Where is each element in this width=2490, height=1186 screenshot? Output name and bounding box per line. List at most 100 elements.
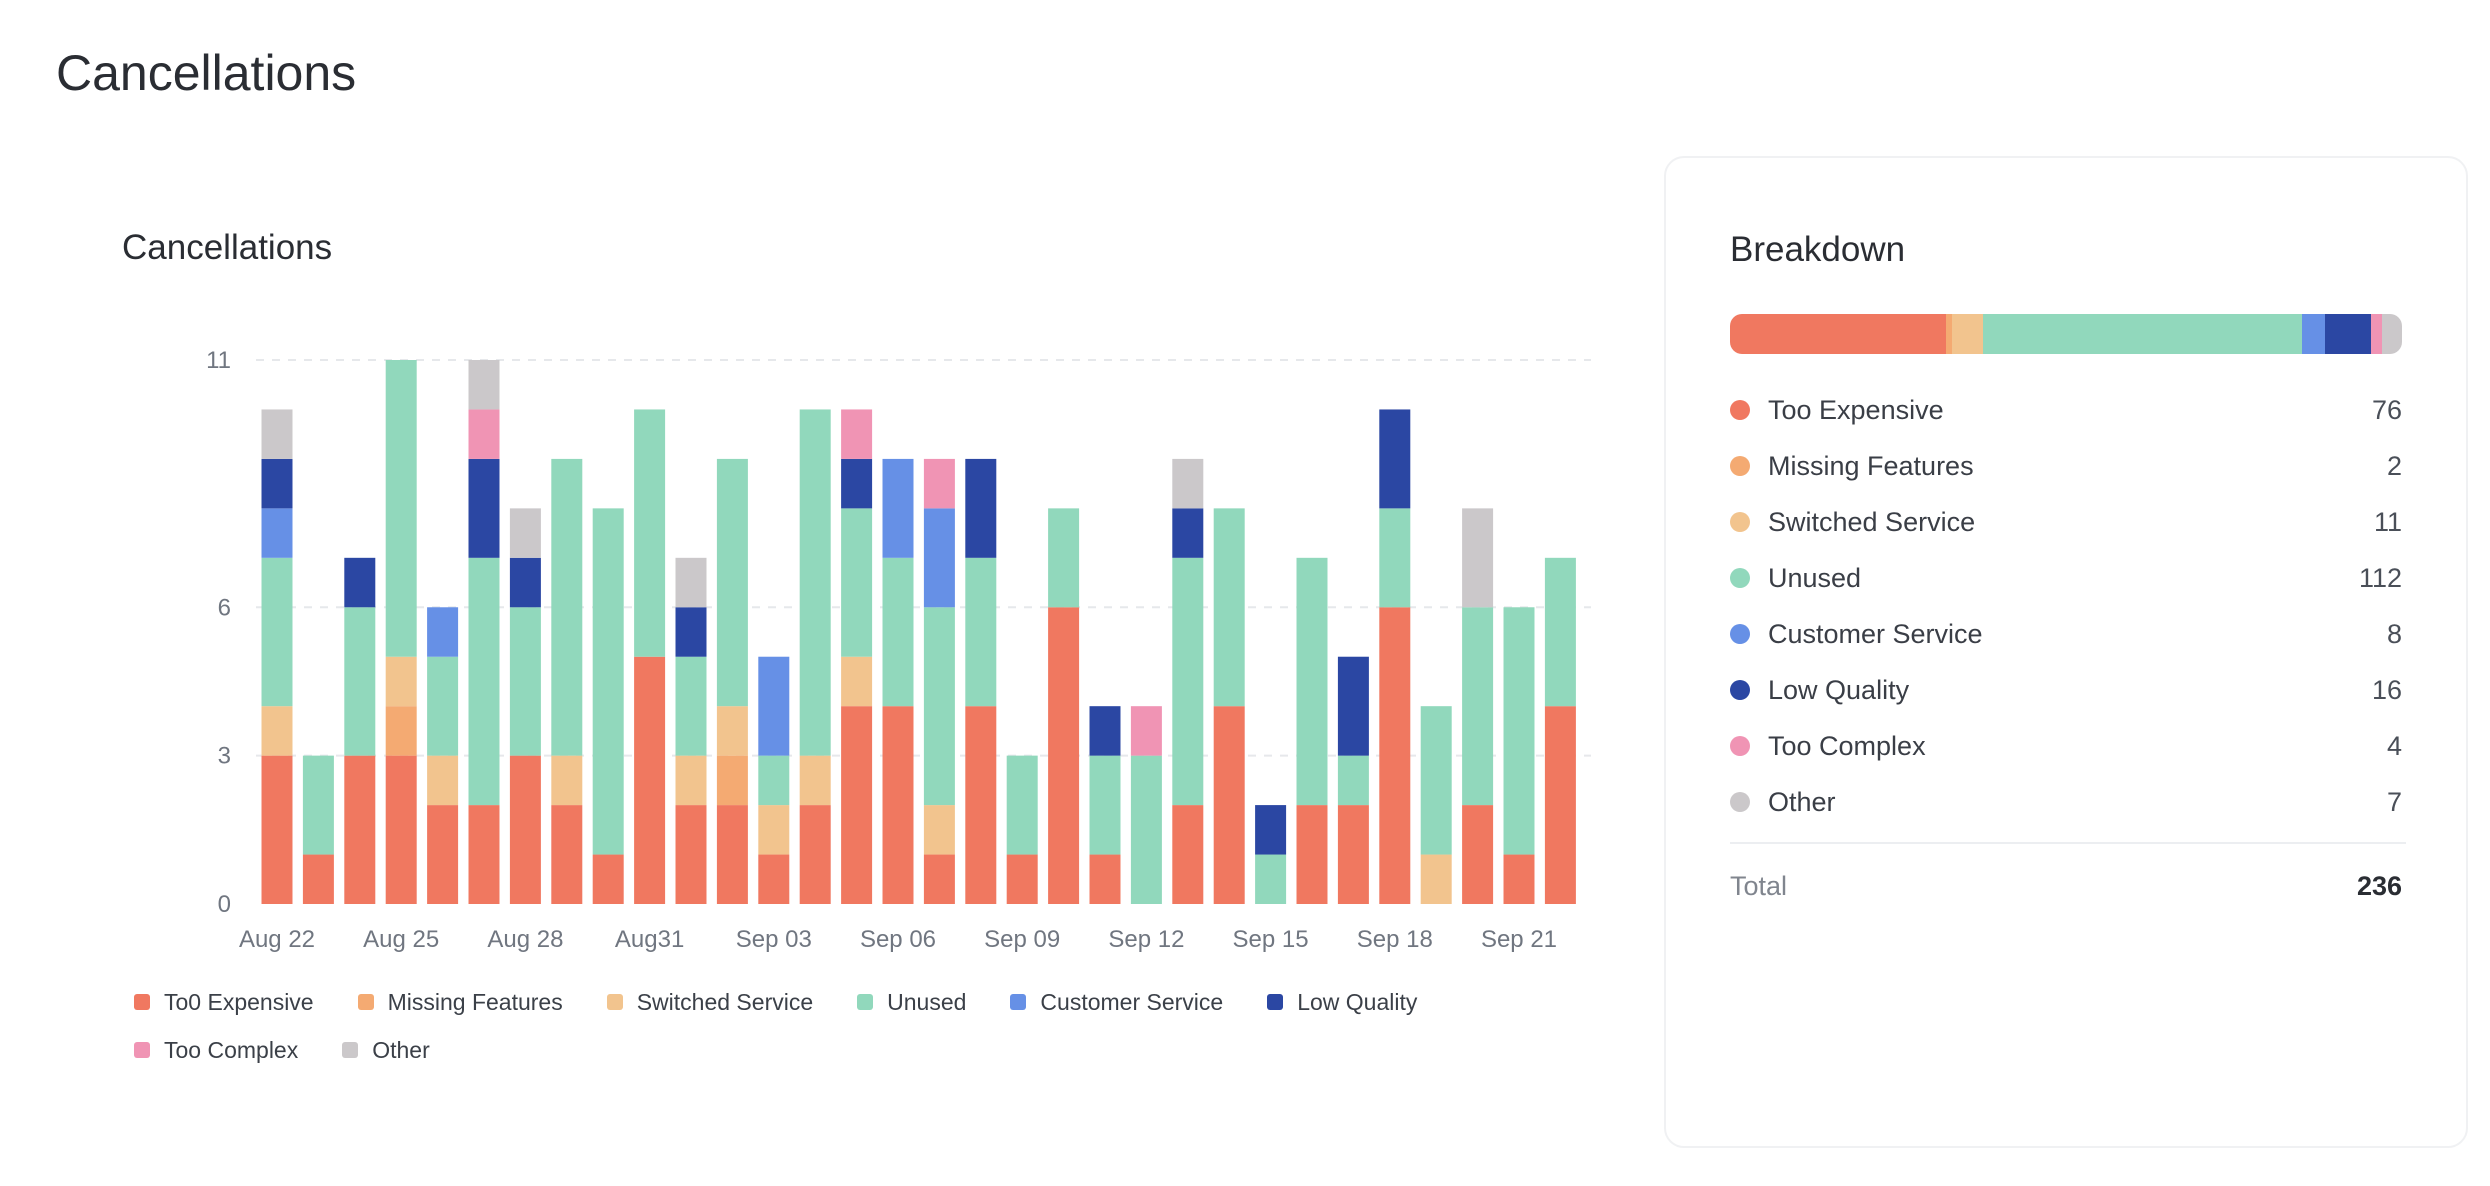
bar-segment[interactable]: [1420, 706, 1452, 855]
legend-item[interactable]: Customer Service: [1010, 984, 1223, 1020]
bar-segment[interactable]: [841, 508, 873, 657]
bar-segment[interactable]: [841, 409, 873, 459]
legend-item[interactable]: To0 Expensive: [134, 984, 314, 1020]
bar-segment[interactable]: [1130, 755, 1162, 904]
bar-segment[interactable]: [427, 656, 459, 756]
bar-segment[interactable]: [675, 755, 707, 806]
bar-segment[interactable]: [1503, 607, 1535, 855]
legend-item[interactable]: Too Complex: [134, 1032, 298, 1068]
bar-segment[interactable]: [509, 557, 541, 608]
bar-segment[interactable]: [427, 805, 459, 904]
bar-segment[interactable]: [758, 755, 790, 806]
bar-segment[interactable]: [716, 755, 748, 806]
bar-segment[interactable]: [1213, 508, 1245, 707]
bar-segment[interactable]: [261, 409, 293, 459]
bar-segment[interactable]: [385, 360, 417, 657]
bar-segment[interactable]: [923, 854, 955, 904]
legend-item[interactable]: Other: [342, 1032, 430, 1068]
bar-segment[interactable]: [551, 805, 583, 904]
bar-segment[interactable]: [468, 409, 500, 459]
bar-segment[interactable]: [1172, 508, 1204, 558]
bar-segment[interactable]: [965, 557, 997, 707]
bar-segment[interactable]: [1172, 805, 1204, 904]
bar-segment[interactable]: [965, 458, 997, 558]
bar-segment[interactable]: [758, 805, 790, 855]
bar-segment[interactable]: [385, 755, 417, 904]
bar-segment[interactable]: [509, 755, 541, 904]
bar-segment[interactable]: [1006, 854, 1038, 904]
bar-segment[interactable]: [1544, 557, 1576, 707]
bar-segment[interactable]: [634, 656, 666, 904]
bar-segment[interactable]: [427, 755, 459, 806]
bar-segment[interactable]: [1006, 755, 1038, 855]
bar-segment[interactable]: [841, 706, 873, 904]
bar-segment[interactable]: [675, 656, 707, 756]
bar-segment[interactable]: [716, 458, 748, 707]
bar-segment[interactable]: [923, 607, 955, 806]
bar-segment[interactable]: [882, 458, 914, 558]
bar-segment[interactable]: [1296, 557, 1328, 806]
bar-segment[interactable]: [1089, 706, 1121, 756]
bar-segment[interactable]: [1255, 805, 1287, 855]
bar-segment[interactable]: [758, 656, 790, 756]
bar-segment[interactable]: [1089, 854, 1121, 904]
bar-segment[interactable]: [1420, 854, 1452, 904]
bar-segment[interactable]: [1172, 458, 1204, 509]
bar-segment[interactable]: [592, 508, 624, 855]
bar-segment[interactable]: [427, 607, 459, 657]
bar-segment[interactable]: [1379, 607, 1411, 904]
bar-segment[interactable]: [344, 755, 376, 904]
bar-segment[interactable]: [1337, 755, 1369, 806]
bar-segment[interactable]: [302, 755, 334, 855]
bar-segment[interactable]: [1462, 508, 1494, 608]
bar-segment[interactable]: [1130, 706, 1162, 756]
bar-segment[interactable]: [716, 706, 748, 756]
bar-segment[interactable]: [758, 854, 790, 904]
bar-segment[interactable]: [675, 607, 707, 657]
bar-segment[interactable]: [468, 458, 500, 558]
bar-segment[interactable]: [882, 706, 914, 904]
bar-segment[interactable]: [965, 706, 997, 904]
legend-item[interactable]: Switched Service: [606, 984, 813, 1020]
bar-segment[interactable]: [841, 458, 873, 509]
bar-segment[interactable]: [344, 607, 376, 756]
bar-segment[interactable]: [261, 755, 293, 904]
bar-segment[interactable]: [799, 805, 831, 904]
bar-segment[interactable]: [468, 805, 500, 904]
bar-segment[interactable]: [261, 508, 293, 558]
bar-segment[interactable]: [799, 755, 831, 806]
bar-segment[interactable]: [1089, 755, 1121, 855]
bar-segment[interactable]: [509, 607, 541, 756]
bar-segment[interactable]: [1213, 706, 1245, 904]
bar-segment[interactable]: [261, 557, 293, 707]
bar-segment[interactable]: [1048, 508, 1080, 608]
bar-segment[interactable]: [592, 854, 624, 904]
bar-segment[interactable]: [1048, 607, 1080, 904]
bar-segment[interactable]: [841, 656, 873, 707]
bar-segment[interactable]: [1172, 557, 1204, 806]
bar-segment[interactable]: [1337, 805, 1369, 904]
bar-segment[interactable]: [344, 557, 376, 608]
bar-segment[interactable]: [302, 854, 334, 904]
bar-segment[interactable]: [882, 557, 914, 707]
bar-segment[interactable]: [716, 805, 748, 904]
bar-segment[interactable]: [923, 805, 955, 855]
bar-segment[interactable]: [1296, 805, 1328, 904]
legend-item[interactable]: Low Quality: [1267, 984, 1417, 1020]
bar-segment[interactable]: [799, 409, 831, 756]
bar-segment[interactable]: [675, 557, 707, 608]
bar-segment[interactable]: [1544, 706, 1576, 904]
bar-segment[interactable]: [1503, 854, 1535, 904]
bar-segment[interactable]: [551, 755, 583, 806]
bar-segment[interactable]: [261, 706, 293, 756]
bar-segment[interactable]: [675, 805, 707, 904]
bar-segment[interactable]: [468, 360, 500, 410]
bar-segment[interactable]: [1255, 854, 1287, 904]
bar-segment[interactable]: [1337, 656, 1369, 756]
legend-item[interactable]: Missing Features: [357, 984, 563, 1020]
bar-segment[interactable]: [1379, 409, 1411, 509]
bar-segment[interactable]: [261, 458, 293, 509]
bar-segment[interactable]: [551, 458, 583, 756]
bar-segment[interactable]: [1379, 508, 1411, 608]
bar-segment[interactable]: [634, 409, 666, 657]
